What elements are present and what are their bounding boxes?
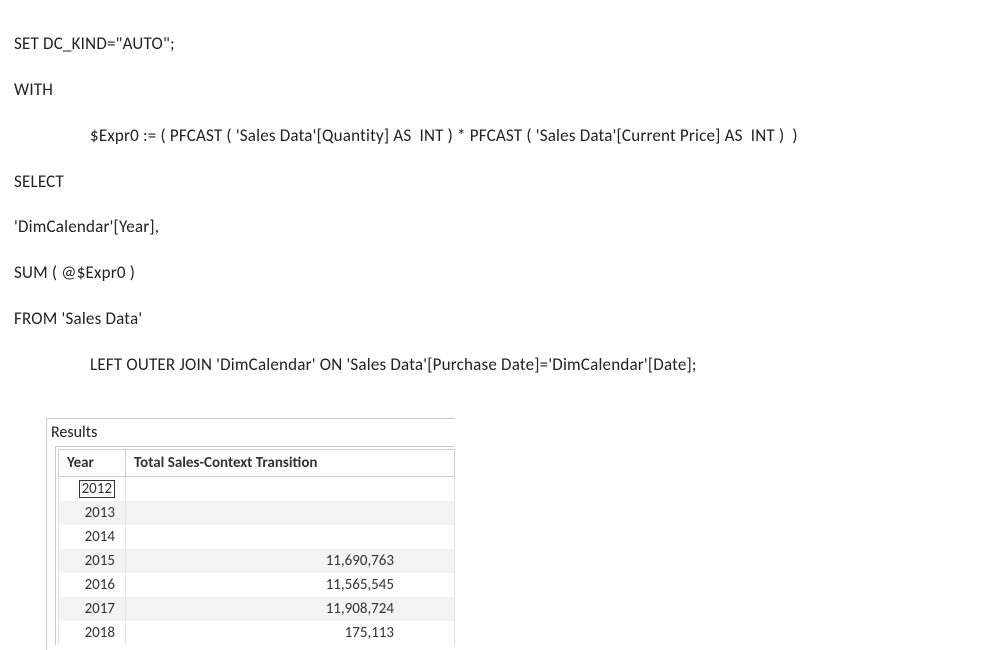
code-line-8: LEFT OUTER JOIN 'DimCalendar' ON 'Sales … — [14, 354, 972, 377]
col-header-value[interactable]: Total Sales-Context Transition — [126, 449, 455, 476]
sql-code-block: SET DC_KIND="AUTO"; WITH $Expr0 := ( PFC… — [0, 0, 986, 406]
code-line-5: 'DimCalendar'[Year], — [14, 216, 972, 239]
table-row[interactable]: 2015 11,690,763 — [59, 549, 455, 573]
table-row[interactable]: 2017 11,908,724 — [59, 597, 455, 621]
results-panel: Results Year Total Sales-Context Transit… — [46, 418, 986, 650]
results-tbody: 2012 2013 2014 2015 11,690,763 — [59, 476, 455, 645]
cell-year[interactable]: 2017 — [59, 597, 126, 621]
selected-cell[interactable]: 2012 — [79, 480, 115, 499]
code-line-1: SET DC_KIND="AUTO"; — [14, 33, 972, 56]
code-line-3: $Expr0 := ( PFCAST ( 'Sales Data'[Quanti… — [14, 125, 972, 148]
cell-year[interactable]: 2013 — [59, 501, 126, 525]
table-row[interactable]: 2018 175,113 — [59, 621, 455, 645]
cell-value[interactable] — [126, 525, 455, 549]
table-row[interactable]: 2016 11,565,545 — [59, 573, 455, 597]
cell-value[interactable]: 11,565,545 — [126, 573, 455, 597]
results-outer-border: Results Year Total Sales-Context Transit… — [46, 418, 455, 650]
cell-year[interactable]: 2014 — [59, 525, 126, 549]
code-line-4: SELECT — [14, 171, 972, 194]
cell-value[interactable]: 11,690,763 — [126, 549, 455, 573]
table-row[interactable]: 2014 — [59, 525, 455, 549]
results-label: Results — [49, 421, 455, 446]
table-row[interactable]: 2012 — [59, 476, 455, 501]
cell-value[interactable]: 175,113 — [126, 621, 455, 645]
table-header-row: Year Total Sales-Context Transition — [59, 449, 455, 476]
cell-value[interactable] — [126, 501, 455, 525]
cell-year[interactable]: 2012 — [59, 476, 126, 501]
cell-year[interactable]: 2016 — [59, 573, 126, 597]
cell-value[interactable] — [126, 476, 455, 501]
results-table: Year Total Sales-Context Transition 2012… — [58, 449, 455, 646]
col-header-year[interactable]: Year — [59, 449, 126, 476]
cell-value[interactable]: 11,908,724 — [126, 597, 455, 621]
results-inner-border: Year Total Sales-Context Transition 2012… — [55, 446, 455, 646]
table-row[interactable]: 2013 — [59, 501, 455, 525]
cell-year[interactable]: 2015 — [59, 549, 126, 573]
code-line-2: WITH — [14, 79, 972, 102]
code-line-6: SUM ( @$Expr0 ) — [14, 262, 972, 285]
code-line-7: FROM 'Sales Data' — [14, 308, 972, 331]
cell-year[interactable]: 2018 — [59, 621, 126, 645]
